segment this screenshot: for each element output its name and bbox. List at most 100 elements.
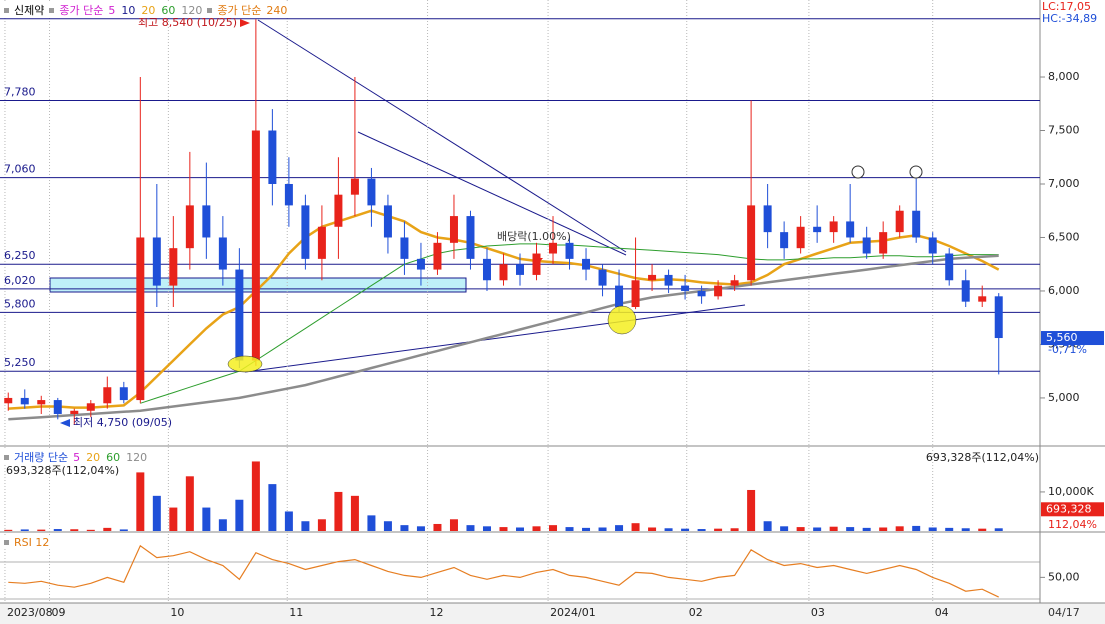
- candle-body: [400, 237, 409, 259]
- volume-legend: 거래량 단순 5 20 60 120: [2, 449, 150, 465]
- dividend-annotation: 배당락(1.00%): [497, 230, 571, 243]
- candle-body: [301, 205, 310, 259]
- volume-bar: [350, 495, 359, 531]
- level-label: 6,250: [4, 249, 36, 262]
- highlight: [227, 355, 263, 373]
- candle-body: [37, 400, 46, 405]
- moving-average: [8, 209, 1000, 410]
- rsi-legend: RSI 12: [2, 536, 52, 549]
- x-end-label: 04/17: [1048, 606, 1080, 619]
- volume-bar: [449, 519, 458, 531]
- volume-bar: [615, 525, 624, 531]
- volume-ratio-label: 112,04%: [1048, 518, 1097, 531]
- candle-body: [747, 205, 756, 281]
- ma-label: 종가 단순: [59, 4, 104, 17]
- volume-bar: [763, 521, 772, 531]
- x-tick-label: 10: [170, 606, 184, 619]
- volume-bar: [152, 495, 161, 531]
- candle-body: [532, 253, 541, 275]
- volume-bar: [367, 515, 376, 531]
- volume-bar: [598, 527, 607, 531]
- candle-body: [648, 274, 657, 281]
- ma2-label: 종가 단순: [217, 4, 262, 17]
- candle-body: [928, 237, 937, 254]
- y-tick-label: 7,000: [1048, 177, 1080, 190]
- volume-bar: [400, 525, 409, 531]
- volume-bar: [136, 472, 145, 531]
- volume-bar: [978, 528, 987, 531]
- candle-body: [499, 264, 508, 281]
- candle-body: [516, 264, 524, 275]
- candle-body: [780, 232, 789, 249]
- volume-bar: [466, 525, 475, 531]
- volume-bar: [103, 527, 112, 531]
- candle-body: [235, 269, 244, 361]
- volume-bar: [4, 529, 13, 531]
- volume-bar: [780, 526, 789, 531]
- last-price-box: [1041, 331, 1104, 346]
- candle-body: [846, 221, 855, 238]
- volume-bar: [813, 527, 822, 531]
- legend-item: 120: [181, 3, 203, 17]
- volume-bar: [268, 484, 277, 531]
- x-tick-label: 2024/01: [550, 606, 596, 619]
- trend-line: [257, 19, 627, 253]
- y-tick-label: 10,000K: [1048, 485, 1094, 498]
- candle-body: [466, 216, 475, 259]
- candle-body: [879, 232, 888, 254]
- volume-bar: [565, 527, 574, 531]
- candle-body: [582, 258, 591, 270]
- volume-items: 5 20 60 120: [73, 451, 147, 464]
- candle-body: [664, 274, 673, 286]
- candle-body: [994, 296, 1003, 339]
- candle-body: [945, 253, 954, 281]
- candle-body: [136, 237, 145, 401]
- volume-bar: [53, 529, 62, 531]
- candle-body: [615, 285, 624, 308]
- candle-body: [86, 403, 95, 411]
- lc-label: LC:17,05: [1042, 0, 1091, 13]
- volume-bar: [185, 476, 194, 531]
- level-label: 7,780: [4, 86, 36, 99]
- candle-body: [334, 194, 343, 227]
- volume-bar: [383, 521, 392, 531]
- y-tick-label: 5,000: [1048, 391, 1080, 404]
- volume-bar: [284, 511, 293, 531]
- y-tick-label: 7,500: [1048, 124, 1080, 137]
- level-label: 6,020: [4, 274, 36, 287]
- volume-bar: [86, 529, 95, 531]
- rsi-title: RSI 12: [14, 536, 50, 549]
- last-price-label: 5,560: [1046, 331, 1078, 344]
- volume-info-right: 693,328주(112,04%): [925, 451, 1039, 464]
- marker: [851, 165, 865, 179]
- x-tick-label: 12: [430, 606, 444, 619]
- level-label: 7,060: [4, 163, 36, 176]
- y-tick-label: 6,000: [1048, 284, 1080, 297]
- candle-body: [185, 205, 194, 249]
- volume-bar: [317, 519, 326, 531]
- legend-item: 10: [121, 3, 136, 17]
- candle-body: [284, 183, 293, 206]
- volume-bar: [516, 527, 524, 531]
- volume-bar: [912, 525, 921, 531]
- volume-bar: [879, 527, 888, 531]
- high-arrow: [240, 19, 250, 27]
- legend-item: 5: [108, 3, 116, 17]
- volume-bar: [119, 529, 128, 531]
- volume-bar: [549, 525, 558, 531]
- volume-bar: [697, 529, 706, 531]
- x-tick-label: 04: [935, 606, 949, 619]
- last-volume-box: [1041, 502, 1104, 517]
- x-tick-label: 2023/08: [7, 606, 53, 619]
- marker: [909, 165, 923, 179]
- candle-body: [565, 242, 574, 259]
- legend-item: 60: [106, 450, 121, 464]
- volume-bar: [433, 523, 442, 531]
- volume-bar: [648, 527, 657, 531]
- candle-body: [813, 226, 822, 233]
- volume-bar: [747, 489, 756, 531]
- volume-bar: [895, 526, 904, 531]
